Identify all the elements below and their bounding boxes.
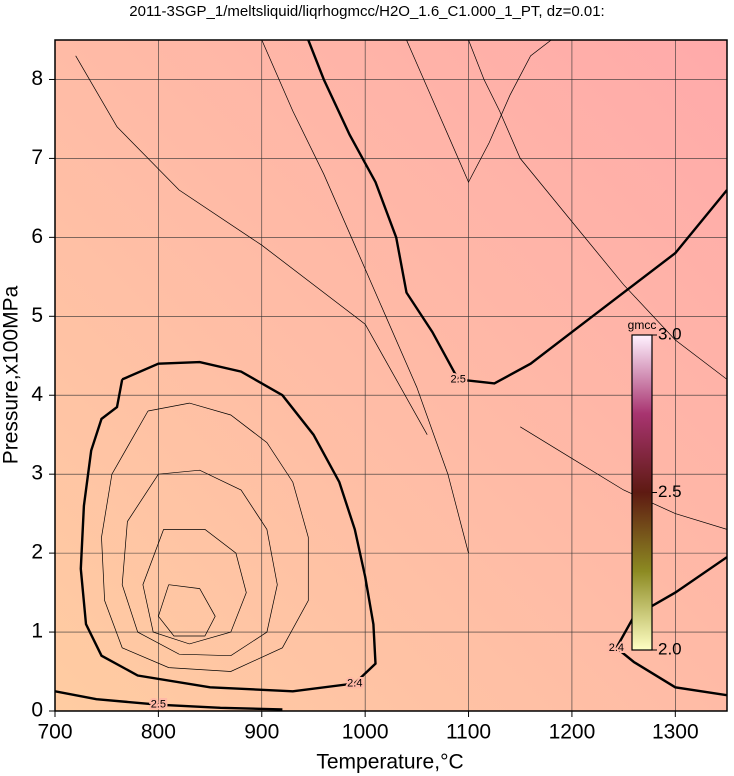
- x-tick-label: 800: [141, 721, 176, 744]
- field: [55, 40, 727, 711]
- x-tick-label: 1200: [549, 721, 596, 744]
- x-tick-label: 900: [244, 721, 279, 744]
- chart-title: 2011-3SGP_1/meltsliquid/liqrhogmcc/H2O_1…: [129, 3, 604, 20]
- contour-label: 2.5: [151, 699, 166, 711]
- contour-line: [614, 556, 727, 697]
- x-axis-label: Temperature,°C: [316, 751, 463, 774]
- y-tick-label: 2: [31, 541, 43, 564]
- x-tick-label: 700: [37, 721, 72, 744]
- contour-label: 2.5: [451, 373, 466, 385]
- y-axis-label: Pressure,x100MPa: [0, 285, 23, 464]
- contour-line: [101, 402, 309, 672]
- contour-line: [121, 469, 278, 657]
- colorbar: [631, 334, 653, 651]
- y-tick-label: 1: [31, 620, 43, 643]
- contours: 2.5 2.4 2.4 2.5: [55, 40, 727, 711]
- y-tick-label: 3: [31, 462, 43, 485]
- y-tick-label: 4: [31, 383, 43, 406]
- contour-line: [142, 529, 247, 645]
- contour-line: [261, 40, 469, 554]
- y-tick-label: 5: [31, 304, 43, 327]
- x-tick-label: 1300: [652, 721, 699, 744]
- x-tick-label: 1100: [446, 721, 491, 744]
- y-tick-label: 0: [31, 699, 43, 722]
- colorbar-tick-label: 2.5: [658, 482, 682, 501]
- contour-line: [307, 40, 727, 385]
- contour-label: 2.4: [347, 677, 362, 689]
- colorbar-tick-label: 3.0: [658, 324, 682, 343]
- y-tick-label: 6: [31, 225, 43, 248]
- colorbar-label: gmcc: [628, 318, 657, 332]
- y-tick-label: 7: [31, 146, 43, 169]
- contour-line: [406, 40, 552, 183]
- x-tick-label: 1000: [342, 721, 389, 744]
- contour-line: [75, 55, 428, 435]
- contour-line: [79, 360, 377, 693]
- contour-line: [158, 584, 216, 637]
- contour-line: [520, 426, 727, 530]
- plot-frame: [54, 39, 728, 712]
- colorbar-tick-label: 2.0: [658, 639, 682, 658]
- contour-line: [55, 690, 283, 711]
- contour-label: 2.4: [609, 642, 624, 654]
- y-tick-label: 8: [31, 67, 43, 90]
- contour-line: [468, 40, 727, 380]
